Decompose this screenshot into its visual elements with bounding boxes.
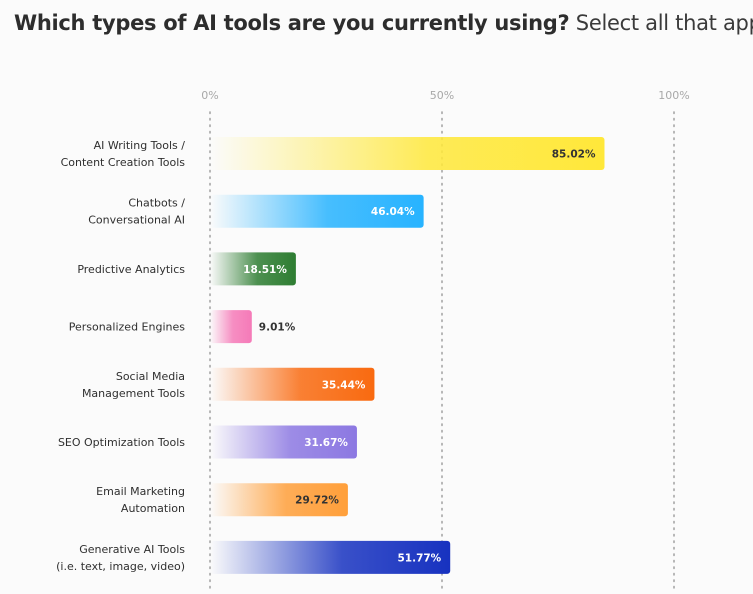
- x-tick-label: 100%: [658, 89, 689, 102]
- bar: [210, 540, 451, 574]
- chart-instruction: Select all that apply.: [575, 11, 753, 35]
- category-label: Generative AI Tools (i.e. text, image, vi…: [56, 543, 185, 573]
- bar: [210, 194, 424, 228]
- value-label: 29.72%: [295, 495, 339, 507]
- bar: [210, 483, 348, 517]
- value-label: 9.01%: [259, 322, 296, 334]
- value-label: 35.44%: [322, 379, 366, 391]
- value-label: 51.77%: [397, 552, 441, 564]
- value-label: 46.04%: [371, 206, 415, 218]
- value-label: 31.67%: [304, 437, 348, 449]
- category-label: Social Media Management Tools: [82, 370, 185, 400]
- bar: [210, 137, 605, 170]
- x-tick-label: 0%: [201, 89, 218, 102]
- bar: [210, 252, 296, 286]
- category-label: SEO Optimization Tools: [58, 436, 185, 449]
- value-label: 18.51%: [243, 264, 287, 276]
- bar: [210, 367, 375, 401]
- category-label: Email Marketing Automation: [96, 485, 185, 515]
- bar: [210, 310, 252, 344]
- category-label: AI Writing Tools / Content Creation Tools: [61, 139, 186, 169]
- chart-title: Which types of AI tools are you currentl…: [14, 11, 753, 35]
- value-label: 85.02%: [552, 149, 596, 161]
- x-tick-label: 50%: [430, 89, 454, 102]
- category-label: Personalized Engines: [69, 321, 186, 334]
- category-label: Predictive Analytics: [77, 263, 185, 276]
- chart-question: Which types of AI tools are you currentl…: [14, 11, 570, 35]
- category-label: Chatbots / Conversational AI: [88, 197, 185, 227]
- bar: [210, 425, 357, 459]
